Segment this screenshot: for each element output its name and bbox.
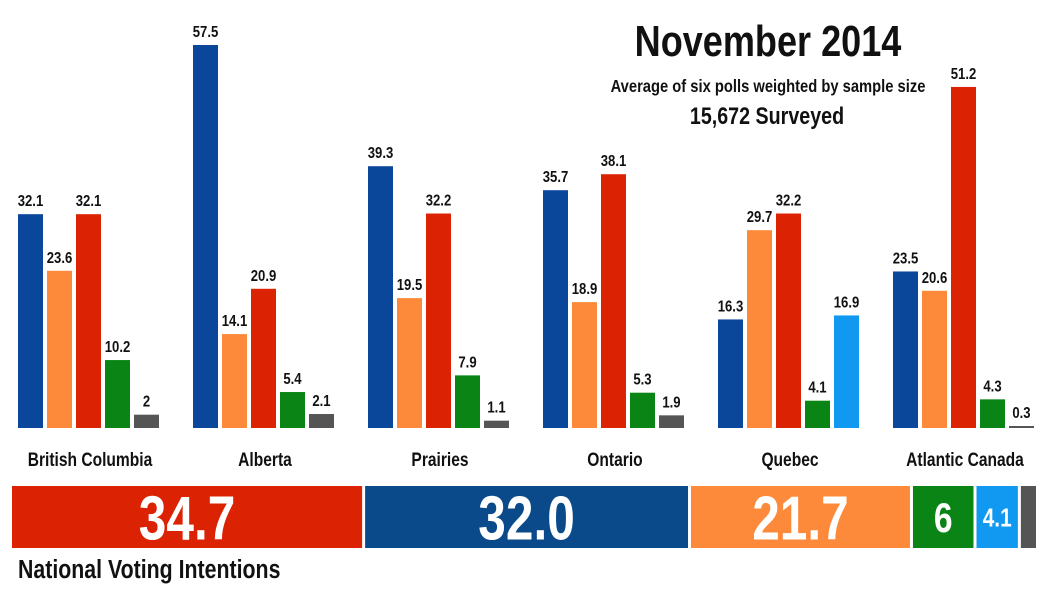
national-bar: 34.7 32.0 21.7 6 4.1: [12, 483, 1036, 553]
bar-prairies-blue: [368, 166, 393, 428]
bar-alberta-orange: [222, 334, 247, 428]
value-label-alberta-orange: 14.1: [222, 313, 248, 330]
bar-alberta-grey: [309, 414, 334, 428]
bar-atlantic-canada-red: [951, 86, 976, 429]
chart-title: November 2014: [635, 17, 902, 66]
value-label-quebec-green: 4.1: [808, 380, 826, 397]
group-alberta: 57.5 14.1 20.9 5.4 2.1 Alberta: [193, 24, 334, 470]
national-segment-6: [1020, 486, 1036, 548]
bar-british-columbia-blue: [18, 214, 43, 428]
value-label-british-columbia-red: 32.1: [76, 193, 102, 210]
value-label-atlantic-canada-red: 51.2: [951, 66, 977, 83]
national-segment-label-4: 6: [934, 496, 953, 542]
national-segment-1: [12, 486, 363, 548]
bar-british-columbia-orange: [47, 270, 72, 428]
group-atlantic-canada: 23.520.6 51.2 4.3 0.3 Atlantic Canada: [893, 66, 1034, 471]
national-segment-label-2: 32.0: [478, 483, 575, 553]
category-label-ontario: Ontario: [587, 449, 642, 471]
bar-ontario-orange: [572, 302, 597, 428]
category-label-atlantic-canada: Atlantic Canada: [906, 449, 1024, 471]
chart-subtitle: Average of six polls weighted by sample …: [611, 77, 926, 97]
bar-prairies-orange: [397, 298, 422, 428]
bar-atlantic-canada-orange: [922, 290, 947, 428]
bar-ontario-grey: [659, 415, 684, 428]
value-label-prairies-grey: 1.1: [487, 400, 505, 417]
category-label-alberta: Alberta: [238, 449, 292, 471]
value-label-ontario-grey: 1.9: [662, 394, 680, 411]
value-label-ontario-green: 5.3: [633, 372, 651, 389]
value-label-british-columbia-green: 10.2: [105, 339, 131, 356]
value-label-ontario-blue: 35.7: [543, 169, 569, 186]
group-british-columbia: 32.1 23.6 32.1 10.2 2 British Columbia: [18, 193, 159, 470]
national-label: National Voting Intentions: [18, 555, 280, 585]
bar-british-columbia-green: [105, 360, 130, 428]
bar-quebec-blue: [718, 319, 743, 428]
regional-bars: 32.1 23.6 32.1 10.2 2 British Columbia 57.5 14.…: [18, 24, 1034, 470]
bar-ontario-blue: [543, 190, 568, 428]
value-label-quebec-red: 32.2: [776, 192, 802, 209]
value-label-british-columbia-grey: 2: [143, 394, 150, 411]
value-label-ontario-orange: 18.9: [572, 281, 598, 298]
value-label-prairies-orange: 19.5: [397, 277, 423, 294]
bar-ontario-green: [630, 392, 655, 428]
value-label-alberta-green: 5.4: [283, 371, 302, 388]
value-label-quebec-light-blue: 16.9: [834, 294, 860, 311]
value-label-prairies-red: 32.2: [426, 192, 452, 209]
national-segment-5: [976, 486, 1018, 548]
national-segment-3: [691, 486, 910, 548]
value-label-atlantic-canada-orange: 20.6: [922, 270, 948, 287]
national-segment-2: [365, 486, 689, 548]
value-label-british-columbia-orange: 23.6: [47, 250, 73, 267]
bar-alberta-blue: [193, 45, 218, 428]
bar-atlantic-canada-grey: [1009, 426, 1034, 428]
group-prairies: 39.3 19.5 32.2 7.9 1.1 Prairies: [368, 145, 509, 470]
value-label-alberta-red: 20.9: [251, 268, 277, 285]
category-label-british-columbia: British Columbia: [28, 449, 153, 471]
value-label-alberta-blue: 57.5: [193, 24, 219, 41]
group-ontario: 35.7 18.9 38.1 5.3 1.9 Ontario: [543, 153, 684, 470]
bar-prairies-red: [426, 213, 451, 428]
bar-british-columbia-grey: [134, 414, 159, 428]
bar-ontario-red: [601, 174, 626, 428]
value-label-atlantic-canada-green: 4.3: [983, 378, 1001, 395]
bar-atlantic-canada-green: [980, 399, 1005, 428]
bar-quebec-green: [805, 400, 830, 428]
bar-alberta-green: [280, 392, 305, 428]
group-quebec: 16.3 29.732.2 4.1 16.9 Quebec: [718, 192, 860, 470]
bar-atlantic-canada-blue: [893, 271, 918, 428]
value-label-prairies-blue: 39.3: [368, 145, 394, 162]
bar-prairies-grey: [484, 420, 509, 428]
value-label-atlantic-canada-blue: 23.5: [893, 250, 919, 267]
national-segment-label-5: 4.1: [983, 503, 1012, 532]
value-label-atlantic-canada-grey: 0.3: [1012, 405, 1030, 422]
value-label-british-columbia-blue: 32.1: [18, 193, 44, 210]
value-label-alberta-grey: 2.1: [312, 393, 330, 410]
national-segment-label-3: 21.7: [752, 483, 849, 553]
bar-quebec-red: [776, 213, 801, 428]
bar-prairies-green: [455, 375, 480, 428]
bar-alberta-red: [251, 288, 276, 428]
national-segment-4: [912, 486, 974, 548]
bar-quebec-light-blue: [834, 315, 859, 428]
value-label-prairies-green: 7.9: [458, 354, 476, 371]
category-label-quebec: Quebec: [761, 449, 818, 471]
bar-british-columbia-red: [76, 214, 101, 428]
chart-surveyed: 15,672 Surveyed: [690, 102, 844, 129]
value-label-quebec-blue: 16.3: [718, 298, 744, 315]
value-label-quebec-orange: 29.7: [747, 209, 773, 226]
category-label-prairies: Prairies: [411, 449, 468, 471]
value-label-ontario-red: 38.1: [601, 153, 627, 170]
bar-quebec-orange: [747, 230, 772, 428]
national-segment-label-1: 34.7: [139, 483, 236, 553]
